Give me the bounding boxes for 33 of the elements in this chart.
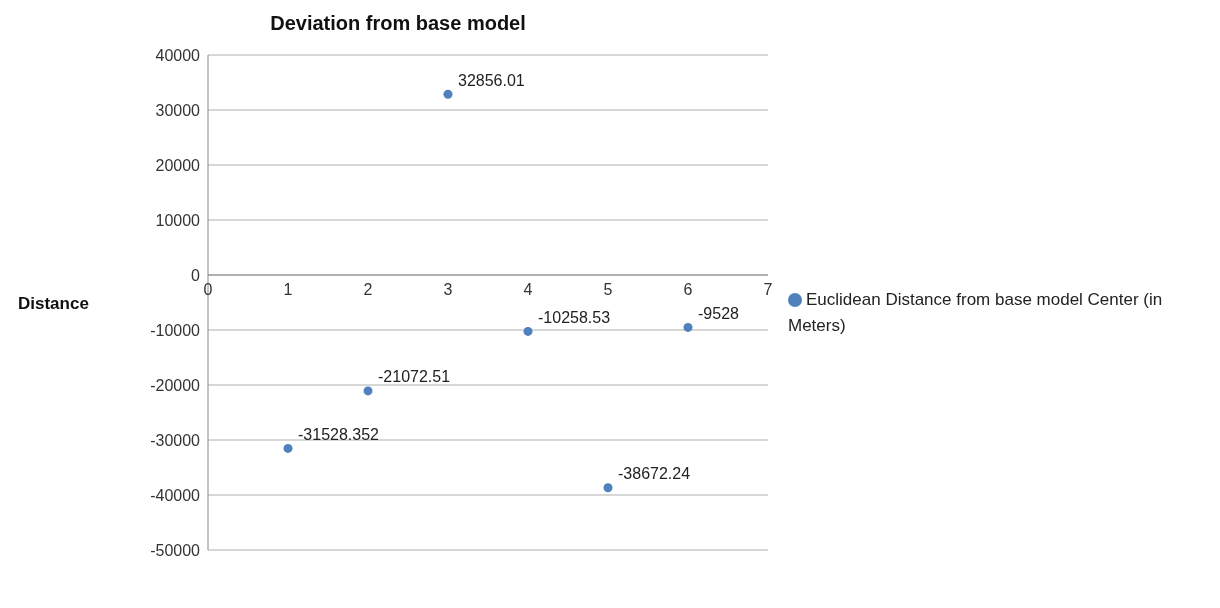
y-tick-label: 20000 — [155, 156, 201, 174]
data-label: -31528.352 — [298, 425, 380, 443]
y-tick-label: -30000 — [150, 431, 201, 449]
point — [283, 443, 293, 453]
data-label: 32856.01 — [458, 71, 525, 89]
point — [363, 386, 373, 396]
point — [443, 89, 453, 99]
y-tick-label: -20000 — [150, 376, 201, 394]
x-tick-label: 7 — [763, 281, 773, 298]
chart-title: Deviation from base model — [269, 11, 527, 35]
y-tick-label: 40000 — [155, 46, 201, 64]
y-tick-label: 10000 — [155, 211, 201, 229]
y-tick-label: -10000 — [150, 321, 201, 339]
point — [523, 326, 533, 336]
x-tick-label: 3 — [443, 281, 453, 298]
x-tick-label: 1 — [283, 281, 293, 298]
data-label: -9528 — [698, 304, 740, 322]
legend-label: Euclidean Distance from base model Center (in Meters) — [788, 289, 1163, 335]
y-tick-label: 30000 — [155, 101, 201, 119]
x-tick-label: 4 — [523, 281, 533, 298]
y-axis-title: Distance — [18, 293, 89, 313]
data-label: -38672.24 — [618, 465, 691, 483]
y-tick-label: 0 — [191, 266, 201, 284]
x-tick-label: 6 — [683, 281, 693, 298]
y-tick-label: -50000 — [150, 541, 201, 559]
x-tick-label: 5 — [603, 281, 613, 298]
data-label: -10258.53 — [538, 308, 611, 326]
y-tick-label: -40000 — [150, 486, 201, 504]
x-tick-label: 0 — [203, 281, 213, 298]
point — [603, 483, 613, 493]
data-label: -21072.51 — [378, 368, 451, 386]
point — [683, 322, 693, 332]
x-tick-label: 2 — [363, 281, 373, 298]
